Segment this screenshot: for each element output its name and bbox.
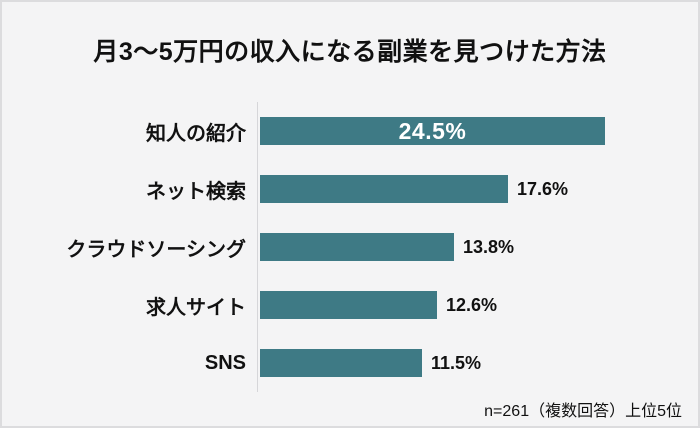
chart-row: ネット検索 17.6%: [2, 160, 698, 218]
bar-chart: 知人の紹介 24.5% ネット検索 17.6% クラウドソーシング 13.8% 求人サイト 1…: [2, 102, 698, 392]
value-label: 13.8%: [463, 236, 515, 257]
bar-chart-rows: 知人の紹介 24.5% ネット検索 17.6% クラウドソーシング 13.8% 求人サイト 1…: [2, 102, 698, 392]
value-label: 11.5%: [431, 352, 482, 373]
bar-track: 12.6%: [257, 276, 698, 334]
bar: [260, 291, 437, 319]
value-label: 17.6%: [517, 178, 569, 199]
chart-row: SNS 11.5%: [2, 334, 698, 392]
bar: [260, 233, 454, 261]
bar: [260, 349, 422, 377]
category-label: 求人サイト: [146, 296, 246, 319]
bar: 24.5%: [260, 117, 605, 145]
bar-track: 17.6%: [257, 160, 698, 218]
value-label: 24.5%: [398, 117, 467, 144]
category-label: クラウドソーシング: [66, 238, 246, 261]
bar-track: 13.8%: [257, 218, 698, 276]
category-label: ネット検索: [146, 180, 246, 203]
chart-row: 知人の紹介 24.5%: [2, 102, 698, 160]
bar-track: 11.5%: [257, 334, 698, 392]
category-label: 知人の紹介: [146, 122, 246, 145]
chart-row: 求人サイト 12.6%: [2, 276, 698, 334]
chart-row: クラウドソーシング 13.8%: [2, 218, 698, 276]
bar-track: 24.5%: [257, 102, 698, 160]
value-label: 12.6%: [446, 294, 498, 315]
bar: [260, 175, 508, 203]
chart-title: 月3〜5万円の収入になる副業を見つけた方法: [93, 38, 607, 66]
sample-size-note: n=261（複数回答）上位5位: [484, 403, 682, 420]
category-label: SNS: [204, 351, 246, 374]
